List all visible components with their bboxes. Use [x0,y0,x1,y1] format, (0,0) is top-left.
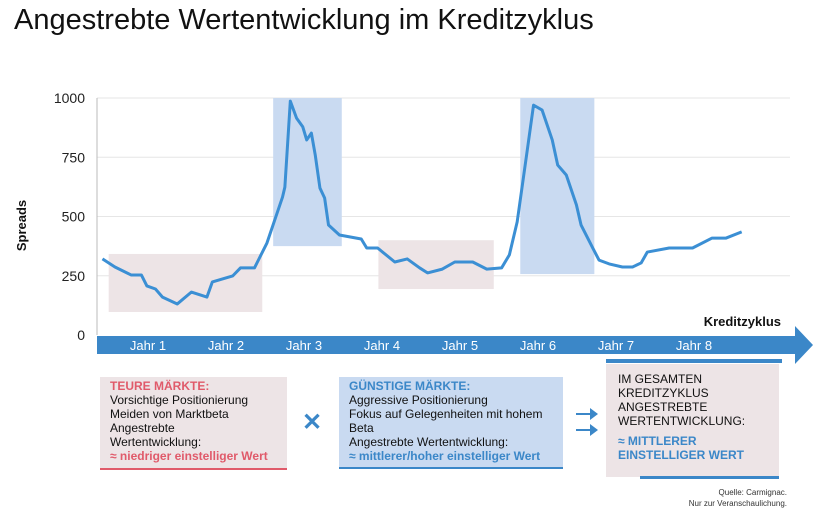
box-line: IM GESAMTEN [618,372,703,386]
x-axis-label: Kreditzyklus [704,314,781,329]
spreads-line [101,99,743,306]
box-line: Angestrebte Wertentwicklung: [349,435,509,449]
x-tick-label: Jahr 3 [286,338,322,353]
x-tick-label: Jahr 7 [598,338,634,353]
region-cheap [273,98,342,247]
x-tick-label: Jahr 1 [130,338,166,353]
box-result: ≈ niedriger einstelliger Wert [110,449,268,463]
x-tick-label: Jahr 4 [364,338,400,353]
box-heading: TEURE MÄRKTE: [110,379,210,393]
box-line: Angestrebte [110,421,175,435]
double-arrow-icon [576,408,598,436]
x-tick-label: Jahr 8 [676,338,712,353]
box-result: EINSTELLIGER WERT [618,448,744,462]
source-text: Quelle: Carmignac. [718,488,787,497]
x-axis-arrow [97,326,813,364]
chart: 0 250 500 750 1000 Jahr 1 Jahr 2 Jahr 3 Jahr 4 Ja… [54,90,813,364]
expensive-markets-box: TEURE MÄRKTE: Vorsichtige Positionierung… [100,377,287,470]
disclaimer-text: Nur zur Veranschaulichung. [688,499,787,508]
y-tick-label: 250 [62,268,86,284]
box-line: KREDITZYKLUS [618,386,709,400]
y-tick-label: 750 [62,149,86,165]
box-line: Meiden von Marktbeta [110,407,229,421]
multiply-icon: ✕ [302,409,323,436]
top-accent-line [606,359,782,363]
region-cheap [520,98,595,275]
y-tick-label: 0 [77,327,85,343]
box-result: ≈ mittlerer/hoher einstelliger Wert [349,449,541,463]
cheap-markets-box: GÜNSTIGE MÄRKTE: Aggressive Positionieru… [339,377,563,469]
region-expensive [378,240,494,290]
box-heading: GÜNSTIGE MÄRKTE: [349,379,471,393]
box-line: WERTENTWICKLUNG: [618,414,746,428]
y-tick-label: 1000 [54,90,85,106]
box-line: Vorsichtige Positionierung [110,393,249,407]
region-expensive [108,253,263,313]
overall-cycle-box: IM GESAMTEN KREDITZYKLUS ANGESTREBTE WER… [606,364,779,477]
page-title: Angestrebte Wertentwicklung im Kreditzyk… [14,4,594,36]
bottom-accent-line [640,476,779,479]
y-tick-label: 500 [62,209,86,225]
x-tick-label: Jahr 2 [208,338,244,353]
x-tick-label: Jahr 5 [442,338,478,353]
x-tick-label: Jahr 6 [520,338,556,353]
source-note: Quelle: Carmignac. Nur zur Veranschaulic… [689,487,787,509]
box-line: Wertentwicklung: [110,435,202,449]
box-line: Aggressive Positionierung [349,393,488,407]
box-line: ANGESTREBTE [618,400,708,414]
box-result: ≈ MITTLERER [618,434,697,448]
box-line: Beta [349,421,374,435]
box-line: Fokus auf Gelegenheiten mit hohem [349,407,543,421]
